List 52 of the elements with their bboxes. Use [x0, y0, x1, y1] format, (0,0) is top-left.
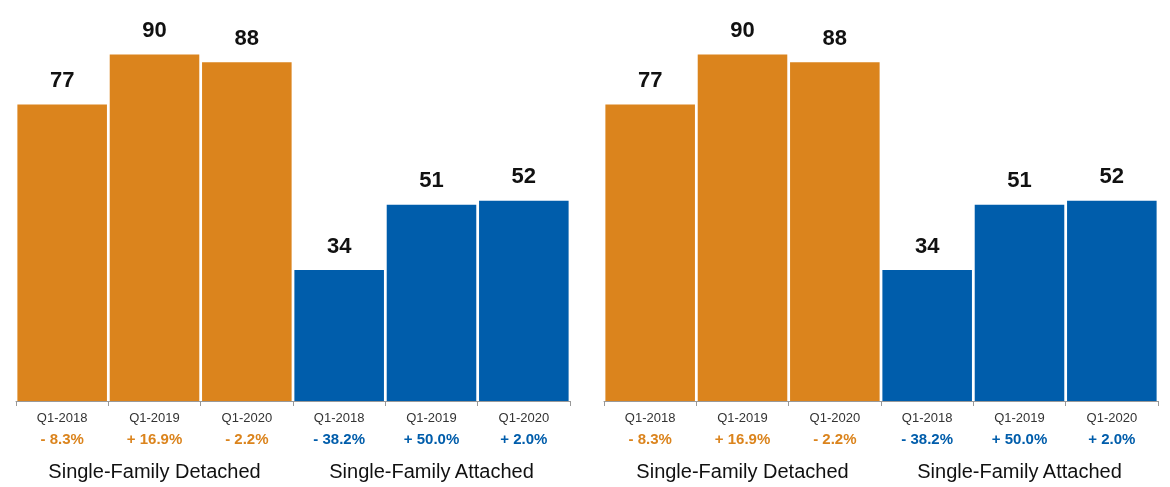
text: - 2.2%	[225, 429, 269, 447]
data-label: 51	[419, 167, 444, 193]
text: + 2.0%	[1088, 429, 1136, 447]
text: + 16.9%	[714, 429, 771, 447]
bar	[974, 204, 1065, 401]
x-tick-label: Q1-2019	[129, 410, 180, 425]
text: - 8.3%	[40, 429, 84, 447]
bar	[386, 204, 477, 401]
x-tick-label: Q1-2020	[498, 410, 550, 425]
x-tick-label: Q1-2018	[624, 410, 676, 425]
bar	[479, 200, 569, 401]
text: - 8.3%	[628, 429, 672, 447]
data-label: 88	[234, 24, 260, 50]
text: Single-Family Attached	[917, 460, 1122, 482]
text: Single-Family Detached	[48, 460, 261, 482]
bar	[17, 104, 107, 401]
bar	[109, 54, 200, 401]
x-tick-label: Q1-2019	[717, 410, 768, 425]
x-tick-label: Q1-2019	[994, 410, 1045, 425]
bar	[605, 104, 695, 401]
bar	[202, 62, 292, 401]
data-label: 52	[511, 163, 537, 189]
text: + 50.0%	[403, 429, 460, 447]
text: + 50.0%	[991, 429, 1048, 447]
x-tick-label: Q1-2018	[36, 410, 88, 425]
text: - 2.2%	[813, 429, 857, 447]
bar	[790, 62, 880, 401]
data-label: 90	[142, 17, 167, 42]
data-label: 52	[1099, 163, 1125, 189]
bar	[1067, 200, 1157, 401]
data-label: 51	[1007, 167, 1032, 193]
text: - 38.2%	[313, 429, 366, 447]
text: Single-Family Detached	[636, 460, 849, 482]
x-tick-label: Q1-2020	[1086, 410, 1138, 425]
bar	[697, 54, 788, 401]
data-label: 34	[914, 232, 941, 258]
x-tick-label: Q1-2018	[313, 410, 365, 425]
bar	[294, 270, 384, 401]
x-tick-label: Q1-2020	[221, 410, 273, 425]
x-tick-label: Q1-2018	[901, 410, 953, 425]
text: - 38.2%	[901, 429, 954, 447]
data-label: 88	[822, 24, 848, 50]
data-label: 77	[49, 67, 75, 93]
text: + 16.9%	[126, 429, 183, 447]
text: Single-Family Attached	[329, 460, 534, 482]
data-label: 77	[637, 67, 663, 93]
x-tick-label: Q1-2019	[406, 410, 457, 425]
data-label: 90	[730, 17, 755, 42]
data-label: 34	[326, 232, 353, 258]
x-tick-label: Q1-2020	[809, 410, 861, 425]
bar	[882, 270, 972, 401]
text: + 2.0%	[500, 429, 548, 447]
